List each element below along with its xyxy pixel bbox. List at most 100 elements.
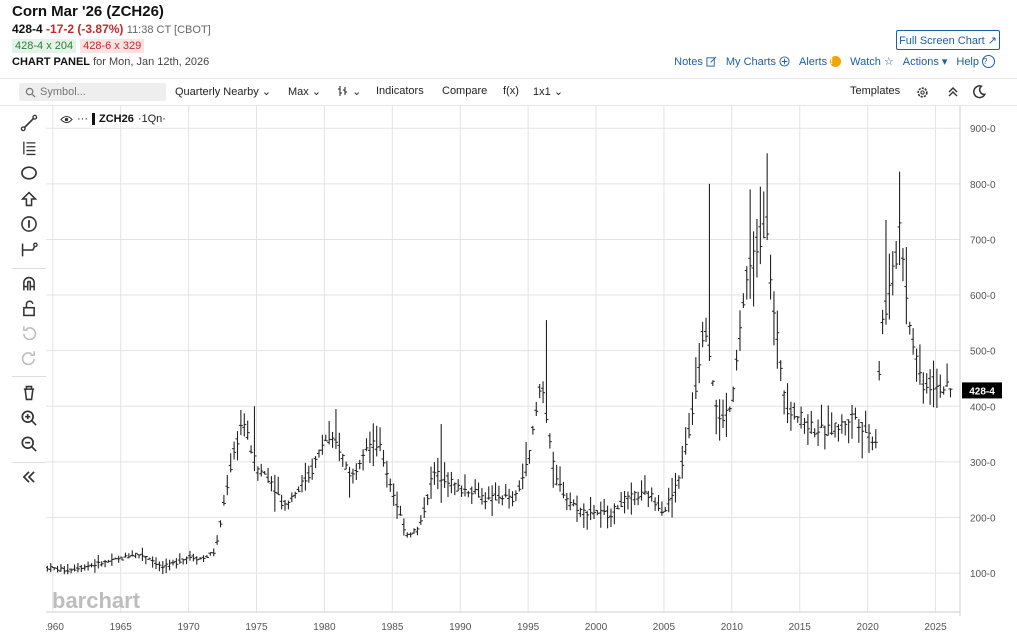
x-tick-label: 1975 xyxy=(245,622,268,633)
trash-icon[interactable] xyxy=(20,384,38,402)
y-tick-label: 600-0 xyxy=(970,291,996,302)
expand-icon: ↗ xyxy=(987,35,997,47)
legend-interval: ·1Qn· xyxy=(137,113,166,125)
more-icon[interactable]: ··· xyxy=(77,113,88,125)
chevron-down-icon: ⌄ xyxy=(261,86,272,98)
my-charts-label: My Charts xyxy=(725,55,776,68)
actions-label: Actions xyxy=(902,55,939,68)
notes-label: Notes xyxy=(674,55,703,68)
alerts-link[interactable]: Alerts! xyxy=(799,55,842,68)
layout-select[interactable]: 1x1 ⌄ xyxy=(533,85,563,98)
y-tick-label: 300-0 xyxy=(970,458,996,469)
watch-link[interactable]: Watch ☆ xyxy=(850,55,894,69)
compare-button[interactable]: Compare xyxy=(442,85,488,97)
line-tool-icon[interactable] xyxy=(20,114,38,132)
page-title: Corn Mar '26 (ZCH26) xyxy=(12,3,164,20)
period-select[interactable]: Quarterly Nearby ⌄ xyxy=(175,85,271,98)
shape-tool-icon[interactable] xyxy=(20,164,38,182)
arrow-tool-icon[interactable] xyxy=(20,190,38,208)
x-tick-label: 1970 xyxy=(177,622,200,633)
x-tick-label: 1985 xyxy=(381,622,404,633)
fib-tool-icon[interactable] xyxy=(20,139,38,157)
alerts-label: Alerts xyxy=(799,55,828,68)
help-icon: ? xyxy=(982,55,995,68)
y-tick-label: 900-0 xyxy=(970,124,996,135)
legend-symbol: ZCH26 xyxy=(99,113,134,125)
eye-icon[interactable] xyxy=(60,115,73,124)
chevron-down-icon: ⌄ xyxy=(352,86,362,98)
barchart-watermark: barchart xyxy=(52,588,141,613)
header-links: Notes My Charts Alerts! Watch ☆ Actions ▾ … xyxy=(674,55,995,68)
undo-icon[interactable] xyxy=(20,325,38,343)
bid-badge: 428-4 x 204 xyxy=(12,39,77,53)
y-tick-label: 800-0 xyxy=(970,180,996,191)
my-charts-link[interactable]: My Charts xyxy=(726,55,790,68)
edit-icon xyxy=(706,56,717,67)
panel-title: CHART PANEL xyxy=(12,56,91,68)
caret-down-icon: ▾ xyxy=(941,56,948,68)
star-icon: ☆ xyxy=(883,56,894,68)
templates-button[interactable]: Templates xyxy=(850,85,901,97)
gear-icon[interactable] xyxy=(916,86,929,99)
bid-ask: 428-4 x 204 428-6 x 329 xyxy=(12,39,145,53)
x-tick-label: 2000 xyxy=(585,622,608,633)
magnet-icon[interactable] xyxy=(20,275,38,293)
indicators-button[interactable]: Indicators xyxy=(376,85,424,97)
redo-icon[interactable] xyxy=(20,350,38,368)
ohlc-bars-icon xyxy=(338,86,347,96)
drawing-toolbar xyxy=(0,106,60,634)
measure-tool-icon[interactable] xyxy=(20,241,38,259)
zoom-in-icon[interactable] xyxy=(20,409,38,427)
zoom-out-icon[interactable] xyxy=(20,435,38,453)
range-label: Max xyxy=(288,86,309,98)
fx-button[interactable]: f(x) xyxy=(503,85,519,97)
moon-icon[interactable] xyxy=(972,85,986,99)
chart-toolbar: Quarterly Nearby ⌄ Max ⌄ ⌄ Indicators Co… xyxy=(0,78,1017,106)
full-screen-chart-button[interactable]: Full Screen Chart ↗ xyxy=(896,30,1000,50)
full-screen-label: Full Screen Chart xyxy=(899,35,985,47)
x-tick-label: 2010 xyxy=(721,622,744,633)
ask-badge: 428-6 x 329 xyxy=(80,39,145,53)
chevron-down-icon: ⌄ xyxy=(553,86,564,98)
notes-link[interactable]: Notes xyxy=(674,55,717,68)
y-tick-label: 100-0 xyxy=(970,569,996,580)
layout-label: 1x1 xyxy=(533,86,551,98)
range-select[interactable]: Max ⌄ xyxy=(288,85,321,98)
quote-time: 11:38 CT [CBOT] xyxy=(126,24,211,36)
watch-label: Watch xyxy=(850,55,881,68)
annotation-tool-icon[interactable] xyxy=(20,215,38,233)
symbol-input[interactable] xyxy=(40,86,160,98)
price-change: -17-2 (-3.87%) xyxy=(46,22,124,36)
period-label: Quarterly Nearby xyxy=(175,86,259,98)
lock-icon[interactable] xyxy=(20,300,38,318)
last-price: 428-4 xyxy=(12,22,43,36)
chart-panel-label: CHART PANEL for Mon, Jan 12th, 2026 xyxy=(12,56,209,68)
x-tick-label: 1990 xyxy=(449,622,472,633)
x-tick-label: 2015 xyxy=(789,622,812,633)
panel-date: for Mon, Jan 12th, 2026 xyxy=(93,56,210,68)
last-price-label: 428-4 xyxy=(969,386,995,397)
alert-icon: ! xyxy=(830,56,842,67)
chart-type-select[interactable]: ⌄ xyxy=(337,85,361,98)
y-tick-label: 400-0 xyxy=(970,402,996,413)
collapse-icon[interactable] xyxy=(20,468,38,486)
actions-menu[interactable]: Actions ▾ xyxy=(902,55,948,69)
chevron-down-icon: ⌄ xyxy=(311,86,322,98)
plus-circle-icon xyxy=(779,56,790,67)
help-link[interactable]: Help? xyxy=(956,55,995,68)
last-price-tag xyxy=(962,382,1002,399)
tool-separator xyxy=(12,268,46,269)
series-color-swatch xyxy=(92,113,95,125)
x-tick-label: 1995 xyxy=(517,622,540,633)
symbol-search[interactable] xyxy=(19,83,166,101)
search-icon xyxy=(25,87,36,98)
x-tick-label: 2005 xyxy=(653,622,676,633)
x-tick-label: 1965 xyxy=(110,622,133,633)
quote-header: Corn Mar '26 (ZCH26) 428-4 -17-2 (-3.87%… xyxy=(0,0,1017,72)
help-label: Help xyxy=(956,55,979,68)
price-chart[interactable]: 100-0 200-0 300-0 400-0 500-0 600-0 700-0 800-0… xyxy=(46,106,1017,634)
chevron-up-double-icon[interactable] xyxy=(947,86,959,98)
chart-legend: ··· ZCH26 ·1Qn· xyxy=(60,113,166,125)
y-tick-label: 700-0 xyxy=(970,235,996,246)
x-tick-label: 1980 xyxy=(313,622,336,633)
